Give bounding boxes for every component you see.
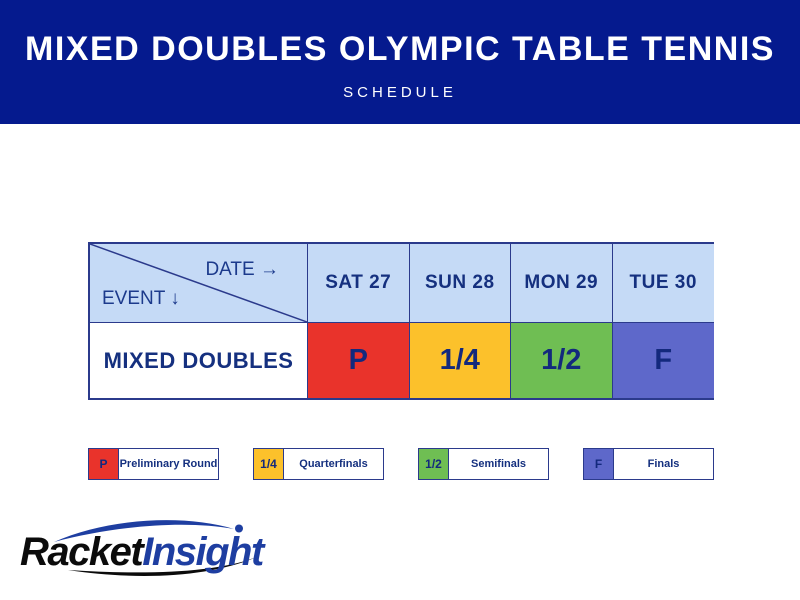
legend-label-semifinals: Semifinals xyxy=(470,458,527,470)
legend: P Preliminary Round 1/4 Quarterfinals 1/… xyxy=(88,448,714,480)
legend-swatch-semifinals: 1/2 xyxy=(419,449,449,479)
legend-label-preliminary: Preliminary Round xyxy=(119,458,218,470)
legend-swatch-finals: F xyxy=(584,449,614,479)
event-axis-label: EVENT ↓ xyxy=(102,288,180,309)
logo-bottom-swoosh xyxy=(68,556,259,576)
schedule-table: DATE → EVENT ↓ SAT 27 SUN 28 MON 29 TUE … xyxy=(88,242,714,400)
legend-item-quarterfinals: 1/4 Quarterfinals xyxy=(253,448,384,480)
racket-insight-logo: RacketInsight xyxy=(16,514,268,582)
date-header-sun-28: SUN 28 xyxy=(409,244,511,323)
legend-label-finals: Finals xyxy=(647,458,680,470)
legend-item-finals: F Finals xyxy=(583,448,714,480)
legend-swatch-preliminary: P xyxy=(89,449,119,479)
table-corner-cell: DATE → EVENT ↓ xyxy=(90,244,308,323)
diagonal-divider-line xyxy=(90,244,307,322)
logo-wordmark: RacketInsight xyxy=(20,530,264,575)
date-header-mon-29: MON 29 xyxy=(511,244,613,323)
page-subtitle: SCHEDULE xyxy=(343,83,457,101)
schedule-cell-finals: F xyxy=(612,323,714,398)
legend-swatch-quarterfinals: 1/4 xyxy=(254,449,284,479)
logo-text-racket: Racket xyxy=(20,530,144,574)
date-axis-label: DATE → xyxy=(205,259,279,280)
legend-label-quarterfinals: Quarterfinals xyxy=(299,458,368,470)
date-header-sat-27: SAT 27 xyxy=(308,244,410,323)
schedule-cell-semifinals: 1/2 xyxy=(511,323,613,398)
banner: MIXED DOUBLES OLYMPIC TABLE TENNIS SCHED… xyxy=(0,0,800,124)
legend-item-preliminary-round: P Preliminary Round xyxy=(88,448,219,480)
event-name-cell: MIXED DOUBLES xyxy=(90,323,308,398)
schedule-cell-quarterfinals: 1/4 xyxy=(409,323,511,398)
logo-text-insight: Insight xyxy=(142,530,264,574)
logo-top-swoosh xyxy=(54,520,234,542)
page-title: MIXED DOUBLES OLYMPIC TABLE TENNIS xyxy=(25,29,775,68)
logo-swoosh-dot xyxy=(235,524,243,533)
logo-swoosh-graphics xyxy=(54,520,259,576)
legend-item-semifinals: 1/2 Semifinals xyxy=(418,448,549,480)
schedule-cell-preliminary: P xyxy=(308,323,410,398)
date-header-tue-30: TUE 30 xyxy=(612,244,714,323)
